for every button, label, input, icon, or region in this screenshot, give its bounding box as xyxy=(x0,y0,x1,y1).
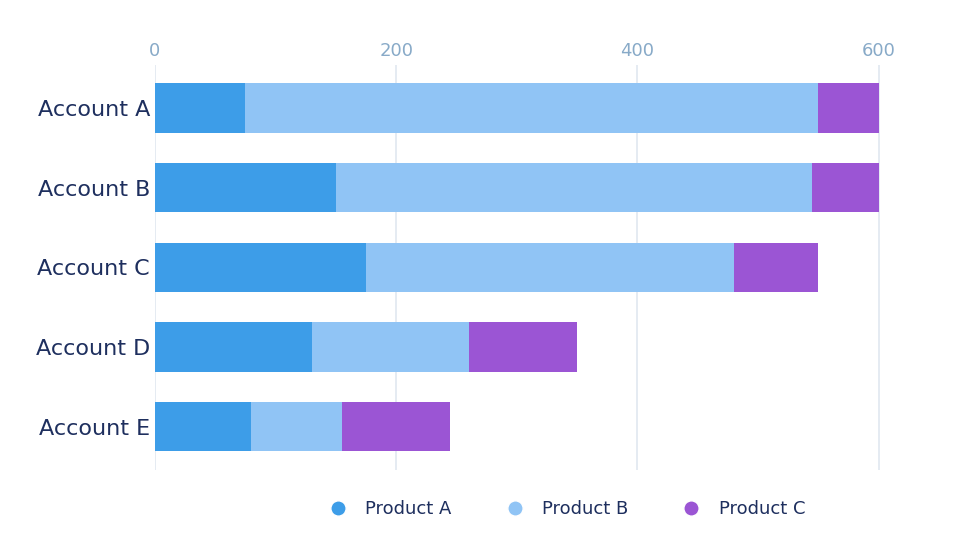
Bar xyxy=(342,402,450,451)
Bar xyxy=(818,83,879,133)
Bar xyxy=(155,242,366,292)
Bar xyxy=(336,163,812,212)
Bar xyxy=(155,163,336,212)
Bar xyxy=(245,83,818,133)
Bar xyxy=(155,402,252,451)
Bar xyxy=(252,402,342,451)
Bar xyxy=(312,322,469,372)
Bar xyxy=(155,83,245,133)
Bar xyxy=(366,242,734,292)
Bar xyxy=(812,163,879,212)
Bar xyxy=(155,322,312,372)
Legend: Product A, Product B, Product C: Product A, Product B, Product C xyxy=(313,493,812,525)
Bar xyxy=(469,322,577,372)
Bar xyxy=(734,242,818,292)
